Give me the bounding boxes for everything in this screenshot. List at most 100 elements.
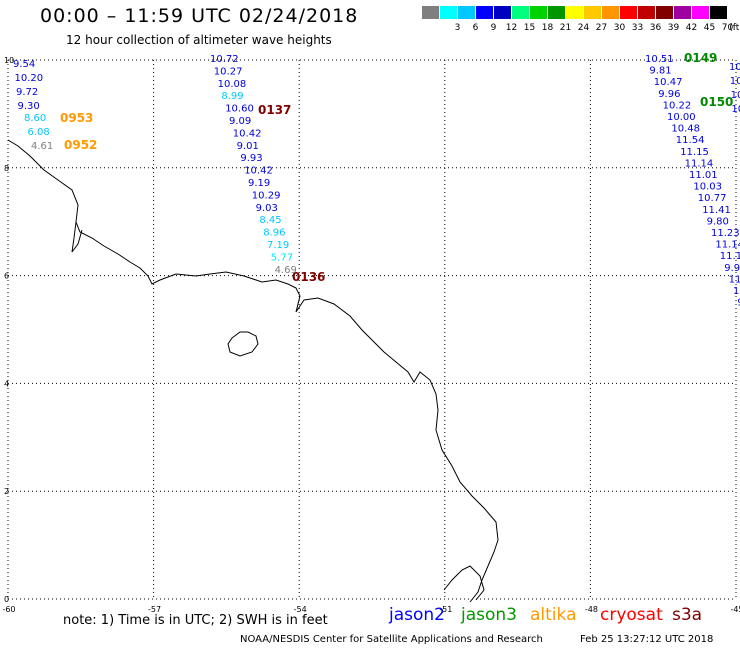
scale-swatch [548, 6, 565, 19]
swh-value: 8.60 [24, 113, 46, 124]
swh-value: 11.41 [702, 205, 731, 216]
coastline [7, 139, 499, 603]
pass-id-label: 0953 [60, 111, 93, 125]
swh-value: 9.72 [16, 87, 38, 98]
scale-swatch [656, 6, 673, 19]
swh-value: 10.47 [654, 77, 683, 88]
swh-value: 9.96 [658, 89, 680, 100]
lat-tick-label: 10 [4, 56, 14, 65]
lat-tick-label: 0 [4, 595, 9, 604]
swh-value: 10.22 [663, 100, 692, 111]
swh-value: 10.60 [225, 104, 254, 115]
lon-tick-label: -57 [148, 605, 161, 614]
scale-swatch [530, 6, 547, 19]
scale-label: 18 [541, 23, 554, 33]
swh-value: 10.00 [667, 112, 696, 123]
legend-satellite-altika: altika [530, 605, 577, 625]
pass-id-label: 0150 [700, 95, 733, 109]
lat-tick-label: 6 [4, 272, 9, 281]
swh-value: 9.30 [18, 101, 40, 112]
swh-value: 11.23 [711, 228, 740, 239]
swh-value: 8.45 [259, 215, 281, 226]
scale-swatch [440, 6, 457, 19]
legend-satellite-jason2: jason2 [389, 605, 445, 625]
map-subtitle: 12 hour collection of altimeter wave hei… [66, 33, 332, 47]
scale-label: 33 [631, 23, 644, 33]
coastline-amazon-delta [443, 565, 485, 601]
swh-value: 8.99 [221, 91, 243, 102]
coastline-mainland [7, 139, 499, 603]
swh-value: 10.42 [244, 166, 273, 177]
swh-value: 6.08 [28, 127, 50, 138]
scale-label: 42 [685, 23, 698, 33]
lon-tick-label: -54 [294, 605, 307, 614]
river-inlet [71, 221, 83, 253]
scale-swatch [512, 6, 529, 19]
legend-satellite-cryosat: cryosat [600, 605, 663, 625]
scale-label: 36 [649, 23, 662, 33]
swh-value: 10 [731, 104, 740, 115]
swh-value: 11.01 [689, 170, 718, 181]
swh-value: 10.48 [671, 124, 700, 135]
reservoir-lake [227, 331, 259, 357]
scale-swatch [638, 6, 655, 19]
scale-label: 30 [613, 23, 626, 33]
map-title: 00:00 – 11:59 UTC 02/24/2018 [40, 5, 359, 27]
scale-label: 21 [559, 23, 572, 33]
scale-label: 39 [667, 23, 680, 33]
axis-tick-labels: -60 -57 -54 -51 -48 -45 0 2 4 6 8 10 [2, 56, 740, 614]
swh-value: 7.19 [267, 240, 289, 251]
lat-tick-label: 4 [4, 379, 9, 388]
scale-swatch [584, 6, 601, 19]
swh-value: 10.29 [252, 190, 281, 201]
swh-value: 11.23 [729, 274, 740, 285]
swh-value: 10 [729, 62, 740, 73]
swh-value: 9.09 [229, 116, 251, 127]
swh-value: 10.27 [214, 66, 243, 77]
scale-swatch [422, 6, 439, 19]
scale-label: 6 [472, 23, 479, 33]
lon-tick-label: -51 [439, 605, 452, 614]
scale-swatch [674, 6, 691, 19]
swh-value: 9.54 [13, 59, 35, 70]
lat-tick-label: 2 [4, 487, 9, 496]
pass-id-label: 0136 [292, 270, 325, 284]
scale-label: 70 [721, 23, 734, 33]
swh-value: 11.14 [715, 240, 740, 251]
swh-value: 4.69 [275, 265, 297, 276]
swh-value: 9.96 [724, 263, 740, 274]
legend-satellite-s3a: s3a [672, 605, 703, 625]
scale-label: 9 [490, 23, 497, 33]
scale-label: 12 [505, 23, 518, 33]
pass-id-label: 0952 [64, 138, 97, 152]
swh-value: 11.14 [685, 158, 714, 169]
pass-id-label: 0137 [258, 103, 291, 117]
swh-value: 11.15 [680, 147, 709, 158]
swh-value: 10 [731, 90, 740, 101]
lon-tick-label: -60 [2, 605, 15, 614]
pass-id-label: 0149 [684, 51, 717, 65]
swh-value: 10.42 [233, 128, 262, 139]
swh-value: 10 [730, 76, 740, 87]
lon-tick-label: -45 [730, 605, 740, 614]
scale-label: 27 [595, 23, 608, 33]
swh-value: 9.01 [237, 141, 259, 152]
swh-value: 11.54 [676, 135, 705, 146]
scale-swatch [458, 6, 475, 19]
scale-swatch [476, 6, 493, 19]
scale-label: 24 [577, 23, 590, 33]
scale-swatch [710, 6, 727, 19]
lon-tick-label: -48 [585, 605, 598, 614]
swh-value: 10.75 [733, 286, 740, 297]
swh-value: 4.61 [31, 141, 53, 152]
swh-value: 9.80 [707, 216, 729, 227]
scale-swatch [692, 6, 709, 19]
legend-note: note: 1) Time is in UTC; 2) SWH is in fe… [63, 613, 328, 628]
scale-swatch [620, 6, 637, 19]
swh-value: 10.08 [218, 79, 247, 90]
swh-value: 8.96 [263, 228, 285, 239]
orbit-pass-labels: 0953 0952 0137 0136 0149 0150 [60, 51, 733, 284]
scale-swatch [602, 6, 619, 19]
